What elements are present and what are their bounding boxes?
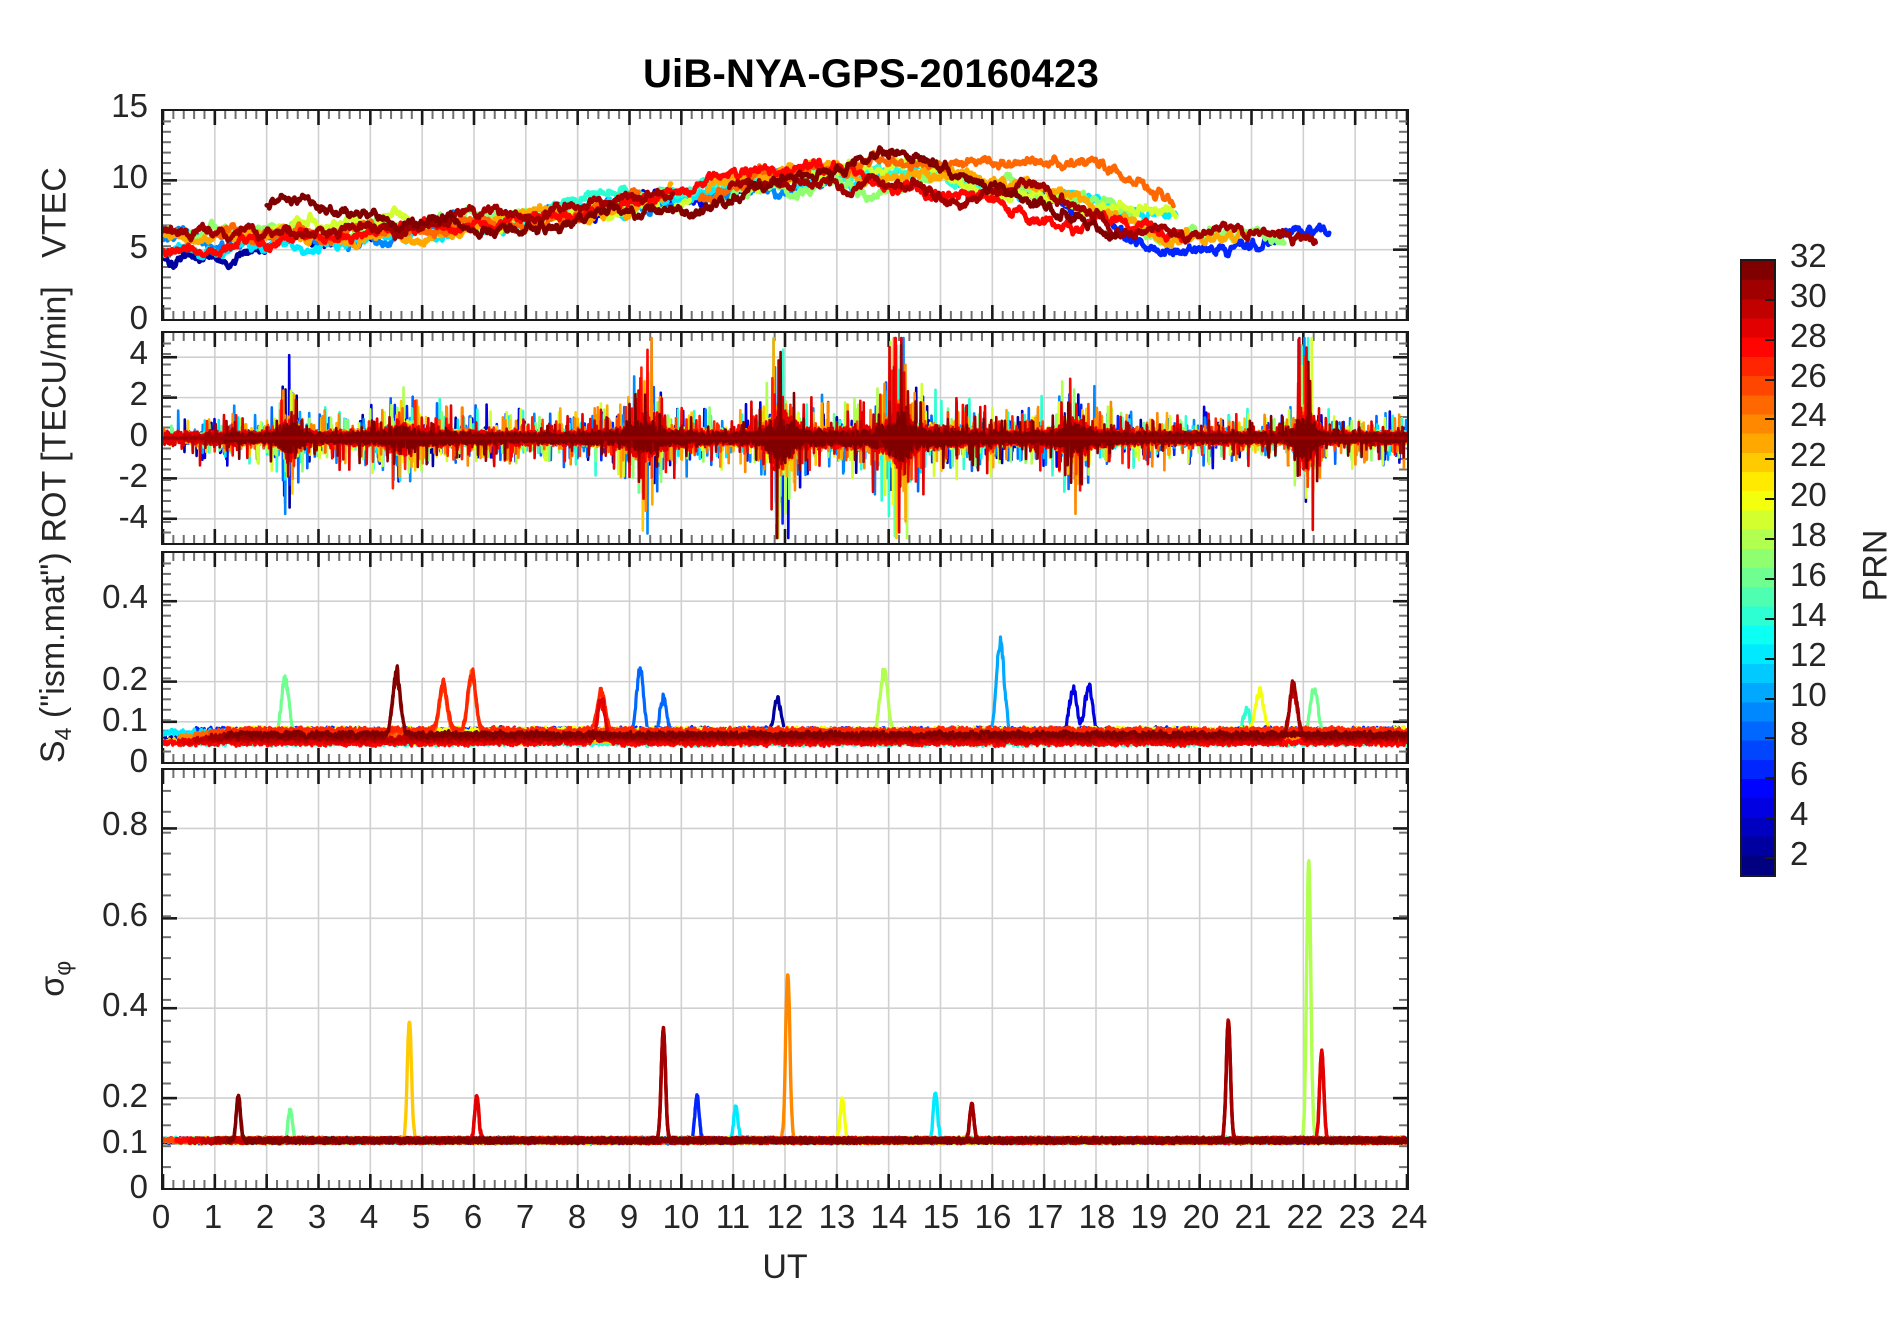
panel-canvas-rot xyxy=(163,333,1407,543)
y-axis-label-sigma_phi: σφ xyxy=(33,768,76,1190)
plot-panel-rot xyxy=(161,331,1409,545)
colorbar-tick-mark xyxy=(1765,498,1774,500)
colorbar-tick-label: 18 xyxy=(1790,516,1827,554)
colorbar-tick-mark xyxy=(1765,418,1774,420)
colorbar-tick-mark xyxy=(1765,777,1774,779)
colorbar-tick-label: 26 xyxy=(1790,357,1827,395)
colorbar-tick-mark xyxy=(1765,458,1774,460)
colorbar-tick-mark xyxy=(1765,538,1774,540)
panel-canvas-vtec xyxy=(163,111,1407,319)
colorbar-tick-label: 28 xyxy=(1790,317,1827,355)
colorbar-tick-label: 8 xyxy=(1790,715,1808,753)
figure-title: UiB-NYA-GPS-20160423 xyxy=(0,52,1742,97)
colorbar-tick-label: 32 xyxy=(1790,237,1827,275)
colorbar xyxy=(1740,259,1776,877)
colorbar-tick-mark xyxy=(1765,578,1774,580)
colorbar-tick-mark xyxy=(1765,618,1774,620)
colorbar-tick-mark xyxy=(1765,817,1774,819)
colorbar-tick-label: 4 xyxy=(1790,795,1808,833)
x-tick-label: 24 xyxy=(1369,1198,1449,1236)
colorbar-title: PRN xyxy=(1856,530,1895,602)
y-axis-label-rot: ROT [TECU/min] xyxy=(36,329,75,543)
y-axis-label-s4: S4 ("ism.mat") xyxy=(33,551,76,764)
colorbar-tick-label: 10 xyxy=(1790,676,1827,714)
panel-canvas-sigma_phi xyxy=(163,770,1407,1188)
plot-panel-sigma_phi xyxy=(161,768,1409,1190)
colorbar-tick-mark xyxy=(1765,698,1774,700)
colorbar-tick-mark xyxy=(1765,339,1774,341)
colorbar-tick-mark xyxy=(1765,259,1774,261)
colorbar-tick-label: 2 xyxy=(1790,835,1808,873)
colorbar-tick-mark xyxy=(1765,299,1774,301)
colorbar-tick-mark xyxy=(1765,857,1774,859)
colorbar-tick-label: 12 xyxy=(1790,636,1827,674)
colorbar-tick-label: 6 xyxy=(1790,755,1808,793)
colorbar-tick-label: 14 xyxy=(1790,596,1827,634)
colorbar-tick-label: 24 xyxy=(1790,396,1827,434)
colorbar-tick-label: 22 xyxy=(1790,436,1827,474)
plot-panel-s4 xyxy=(161,551,1409,764)
panel-canvas-s4 xyxy=(163,553,1407,762)
colorbar-tick-mark xyxy=(1765,658,1774,660)
colorbar-tick-label: 16 xyxy=(1790,556,1827,594)
colorbar-tick-mark xyxy=(1765,737,1774,739)
colorbar-tick-label: 30 xyxy=(1790,277,1827,315)
plot-panel-vtec xyxy=(161,109,1409,321)
colorbar-tick-label: 20 xyxy=(1790,476,1827,514)
colorbar-tick-mark xyxy=(1765,379,1774,381)
x-axis-label: UT xyxy=(705,1248,865,1287)
